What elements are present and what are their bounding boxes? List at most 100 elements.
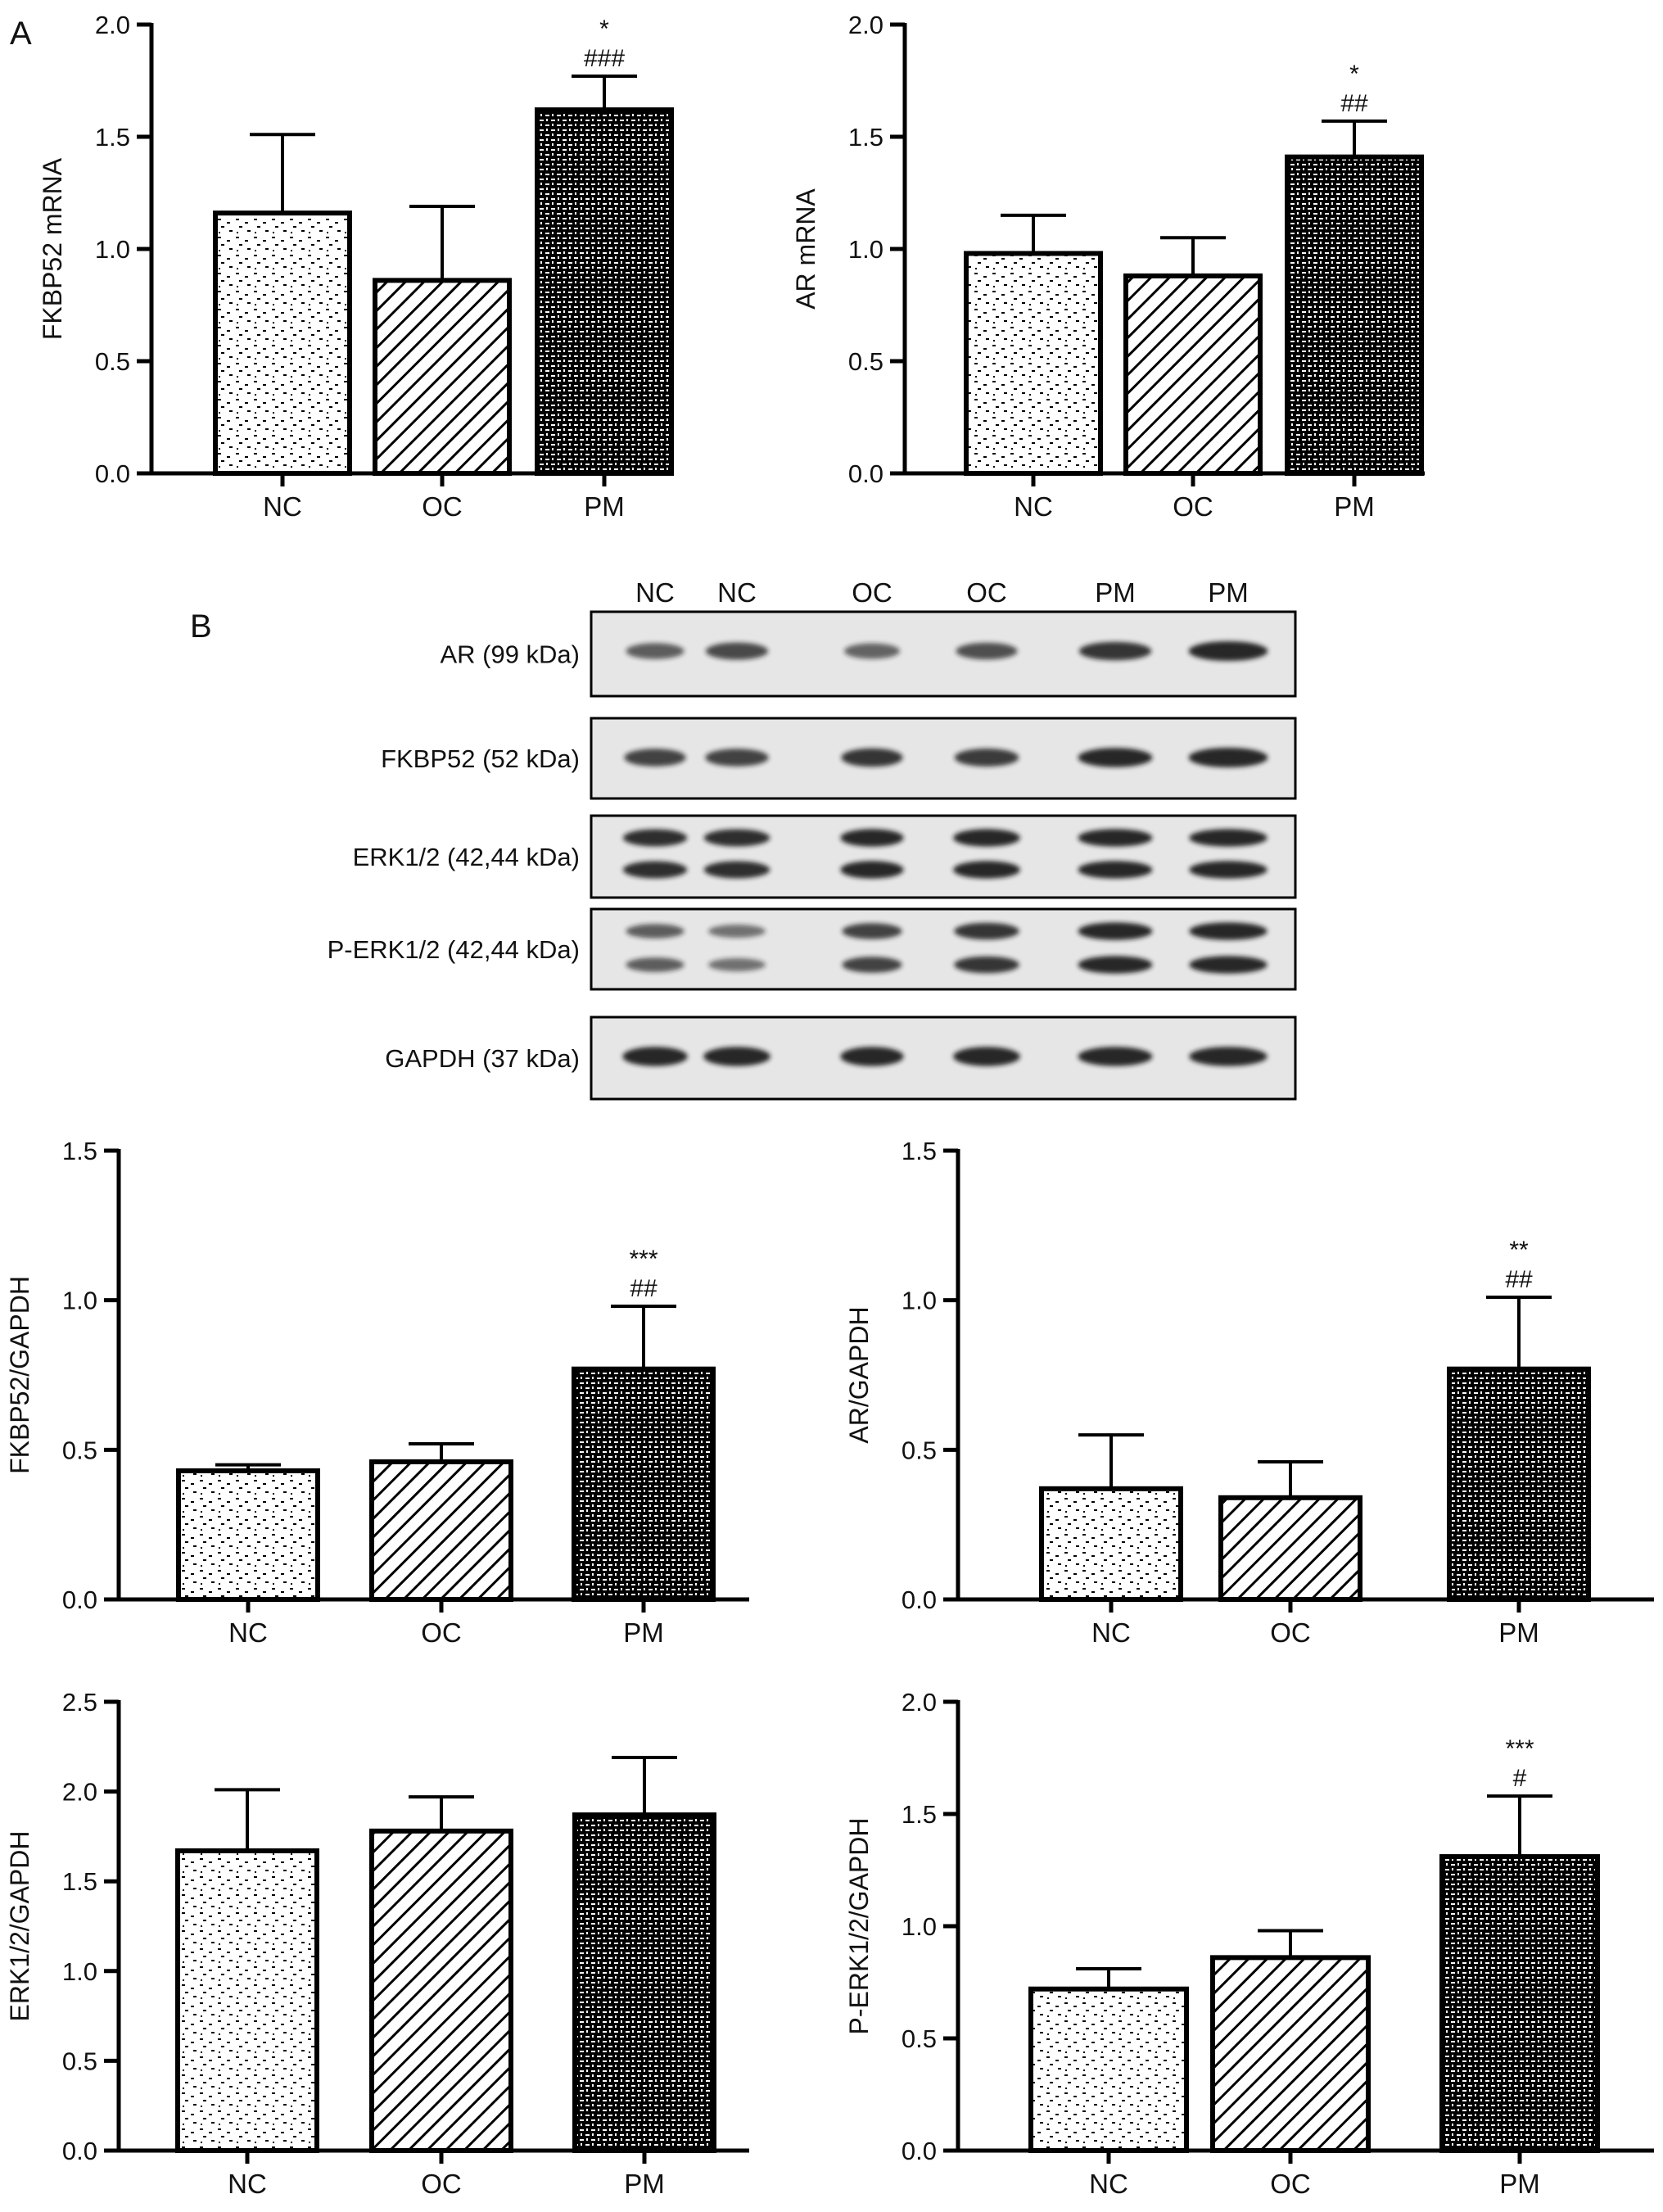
- significance-hash: #: [1513, 1765, 1527, 1792]
- lane-label-oc: OC: [852, 577, 893, 608]
- band: [705, 642, 769, 660]
- x-tick-label: NC: [1014, 491, 1053, 522]
- significance-hash: ###: [584, 45, 625, 72]
- band: [953, 829, 1020, 847]
- y-tick-label: 0.0: [902, 1585, 937, 1614]
- bar-chart-4: 0.0 0.5 1.0 1.5 AR/GAPDH NC OC PM ##**: [844, 1137, 1654, 1648]
- bar-chart-2: 0.0 0.5 1.0 1.5 2.0 AR mRNA NC OC PM ##*: [791, 11, 1425, 522]
- y-axis-label: ERK1/2/GAPDH: [5, 1831, 34, 2022]
- y-tick-label: 0.0: [848, 459, 883, 488]
- blot-row-label: GAPDH (37 kDa): [385, 1044, 580, 1073]
- significance-hash: ##: [1340, 90, 1368, 117]
- x-tick-label: PM: [1498, 1617, 1539, 1648]
- bar-chart-1: 0.0 0.5 1.0 1.5 2.0 FKBP52 mRNA NC OC PM ###*: [38, 11, 674, 522]
- western-blot: NC NC OC OC PM PM AR (99 kDa) FKBP52 (52 kDa) ER…: [328, 577, 1297, 1101]
- y-tick-label: 1.0: [95, 235, 130, 264]
- y-tick-label: 0.0: [95, 459, 130, 488]
- y-tick-label: 0.5: [848, 347, 883, 376]
- band: [956, 642, 1018, 660]
- y-tick-label: 2.0: [62, 1778, 97, 1807]
- band: [624, 749, 686, 767]
- y-axis-label: AR/GAPDH: [844, 1306, 874, 1443]
- blot-row-5: GAPDH (37 kDa): [385, 1016, 1297, 1101]
- band: [953, 1047, 1020, 1066]
- lane-label-pm: PM: [1095, 577, 1136, 608]
- y-tick-label: 1.0: [902, 1287, 937, 1315]
- band: [1189, 956, 1268, 974]
- y-axis-label: FKBP52/GAPDH: [5, 1276, 34, 1474]
- x-tick-label: OC: [1173, 491, 1213, 522]
- y-tick-label: 0.5: [902, 2024, 937, 2053]
- blot-row-4: P-ERK1/2 (42,44 kDa): [328, 907, 1297, 991]
- lane-label-nc: NC: [717, 577, 757, 608]
- y-tick-label: 0.0: [62, 2137, 97, 2165]
- panel-label-b: B: [190, 608, 212, 645]
- bar-oc: [1123, 273, 1263, 476]
- bar-nc: [1039, 1486, 1183, 1602]
- band: [1189, 829, 1268, 847]
- blot-frame: [590, 907, 1297, 991]
- lane-label-oc: OC: [966, 577, 1007, 608]
- blot-frame: [590, 1016, 1297, 1101]
- significance-star: ***: [629, 1246, 658, 1273]
- x-tick-label: PM: [623, 1617, 664, 1648]
- band: [1078, 861, 1153, 879]
- bar-chart-6: 0.0 0.5 1.0 1.5 2.0 P-ERK1/2/GAPDH NC OC PM # ***: [844, 1688, 1654, 2199]
- bar-oc: [1218, 1495, 1362, 1602]
- y-tick-label: 1.5: [902, 1800, 937, 1829]
- y-tick-label: 2.0: [848, 11, 883, 39]
- y-tick-label: 1.0: [902, 1912, 937, 1941]
- significance-star: *: [1349, 61, 1359, 88]
- y-tick-label: 0.0: [62, 1585, 97, 1614]
- x-tick-label: NC: [228, 2169, 267, 2199]
- y-tick-label: 2.5: [62, 1688, 97, 1717]
- bar-pm: [535, 107, 674, 476]
- band: [842, 957, 902, 973]
- x-tick-label: OC: [1270, 1617, 1311, 1648]
- bar-oc: [1210, 1955, 1371, 2154]
- band: [1189, 922, 1268, 940]
- bar-nc: [176, 1468, 320, 1602]
- bar-oc: [373, 278, 512, 476]
- bar-pm: [572, 1366, 716, 1603]
- band: [1189, 861, 1268, 879]
- band: [840, 1047, 904, 1066]
- x-tick-label: PM: [584, 491, 625, 522]
- y-tick-label: 1.5: [62, 1867, 97, 1896]
- significance-star: *: [599, 16, 609, 43]
- band: [1078, 829, 1153, 847]
- significance-hash: ##: [1505, 1266, 1533, 1293]
- x-tick-label: NC: [228, 1617, 268, 1648]
- bar-chart-3: 0.0 0.5 1.0 1.5 FKBP52/GAPDH NC OC PM ##***: [5, 1137, 749, 1648]
- band: [840, 829, 904, 847]
- band: [622, 861, 688, 879]
- significance-star: **: [1509, 1237, 1529, 1264]
- x-tick-label: NC: [263, 491, 302, 522]
- band: [1189, 1047, 1268, 1066]
- y-tick-label: 2.0: [902, 1688, 937, 1717]
- band: [626, 643, 685, 659]
- x-tick-label: OC: [421, 2169, 462, 2199]
- x-tick-label: PM: [624, 2169, 665, 2199]
- band: [954, 749, 1019, 767]
- y-axis-label: P-ERK1/2/GAPDH: [844, 1818, 874, 2035]
- band: [1078, 1047, 1153, 1066]
- y-tick-label: 1.5: [902, 1137, 937, 1165]
- y-tick-label: 0.5: [62, 1436, 97, 1464]
- blot-row-label: AR (99 kDa): [440, 640, 580, 669]
- bar-nc: [1028, 1986, 1189, 2153]
- x-tick-label: NC: [1091, 1617, 1131, 1648]
- blot-row-3: ERK1/2 (42,44 kDa): [353, 814, 1297, 899]
- y-tick-label: 1.0: [62, 1287, 97, 1315]
- band: [703, 1047, 770, 1066]
- bar-oc: [369, 1459, 513, 1602]
- bar-pm: [1447, 1366, 1591, 1603]
- significance-hash: ##: [630, 1275, 658, 1302]
- band: [842, 923, 902, 939]
- band: [954, 922, 1019, 940]
- band: [622, 829, 688, 847]
- y-tick-label: 0.0: [902, 2137, 937, 2165]
- band: [844, 643, 900, 659]
- bar-pm: [1285, 154, 1424, 476]
- panel-label-a: A: [10, 16, 32, 52]
